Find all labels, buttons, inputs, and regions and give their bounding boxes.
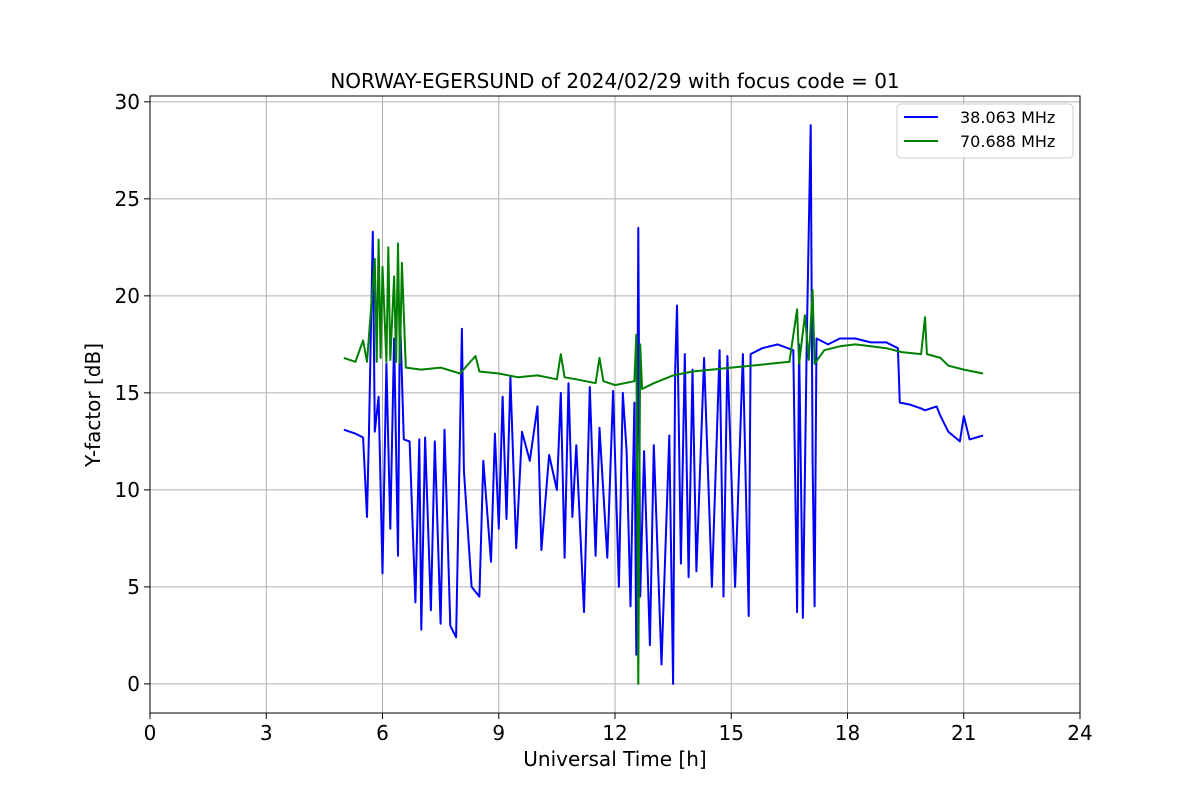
y-tick-label: 15 xyxy=(115,381,140,405)
y-tick-labels: 0 5 10 15 20 25 30 xyxy=(115,90,140,696)
x-tick-label: 6 xyxy=(376,721,389,745)
x-tick-label: 0 xyxy=(144,721,157,745)
chart-title: NORWAY-EGERSUND of 2024/02/29 with focus… xyxy=(330,69,899,93)
y-tick-label: 5 xyxy=(127,575,140,599)
series-line-70-mhz xyxy=(343,238,984,685)
x-tick-label: 3 xyxy=(260,721,273,745)
grid-lines xyxy=(150,96,1080,713)
x-tick-label: 21 xyxy=(951,721,976,745)
x-tick-label: 12 xyxy=(602,721,627,745)
y-tick-label: 30 xyxy=(115,90,140,114)
x-tick-label: 24 xyxy=(1067,721,1092,745)
tick-marks xyxy=(144,101,1081,719)
y-tick-label: 25 xyxy=(115,187,140,211)
legend-label-38-mhz: 38.063 MHz xyxy=(960,108,1055,127)
y-axis-title: Y-factor [dB] xyxy=(81,343,105,468)
legend: 38.063 MHz 70.688 MHz xyxy=(896,103,1074,159)
y-tick-label: 10 xyxy=(115,478,140,502)
x-tick-labels: 0 3 6 9 12 15 18 21 24 xyxy=(144,721,1093,745)
x-axis-title: Universal Time [h] xyxy=(523,747,706,771)
x-tick-label: 18 xyxy=(835,721,860,745)
legend-label-70-mhz: 70.688 MHz xyxy=(960,132,1055,151)
legend-box xyxy=(896,103,1074,159)
series-line-38-mhz xyxy=(343,124,984,685)
series-layer xyxy=(343,124,984,685)
y-tick-label: 0 xyxy=(127,672,140,696)
y-tick-label: 20 xyxy=(115,284,140,308)
x-tick-label: 15 xyxy=(719,721,744,745)
x-tick-label: 9 xyxy=(492,721,505,745)
